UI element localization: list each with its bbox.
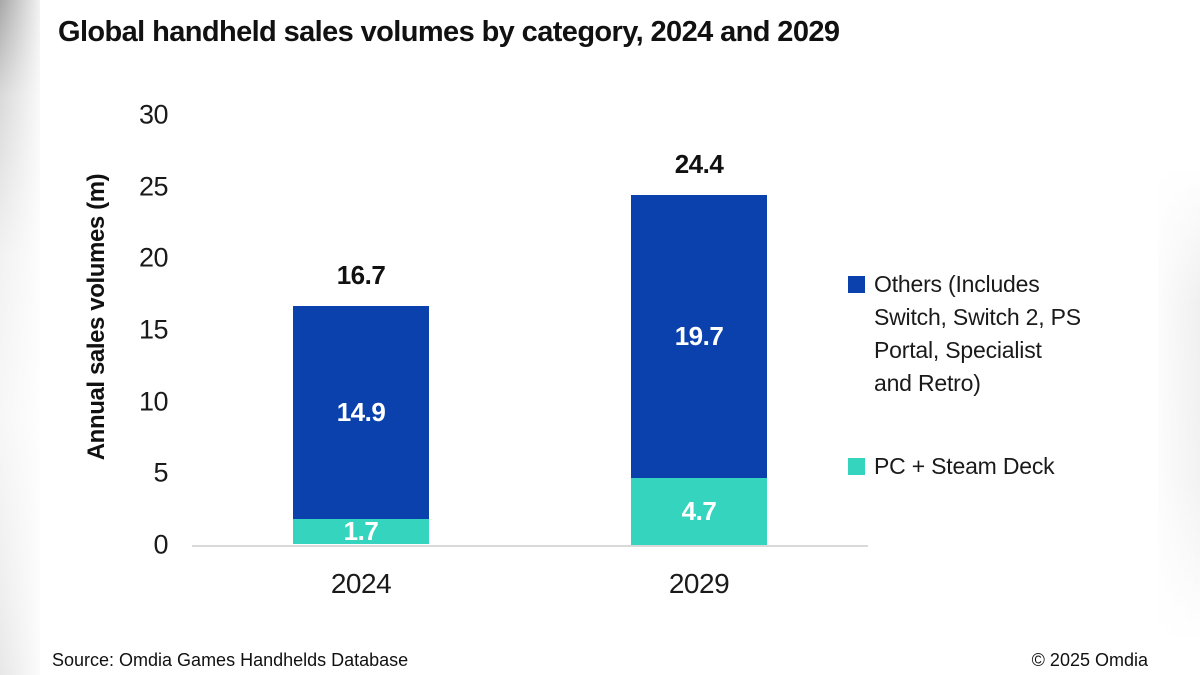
bar-segment-value: 14.9 [336,397,386,428]
bar-segment-others-2024: 14.9 [293,305,429,520]
bar-group-2029: 24.4 19.7 4.7 [631,151,767,545]
legend-item-pc-steam-deck: PC + Steam Deck [848,450,1081,483]
right-gradient-edge [1158,0,1200,675]
x-axis-line [192,545,868,547]
y-tick-label: 25 [138,171,169,202]
bar-segment-value: 1.7 [343,516,379,547]
y-tick-label: 15 [138,314,169,345]
legend-swatch-pc-steam-deck [848,458,865,475]
bar-group-2024: 16.7 14.9 1.7 [293,262,429,547]
bar-total-label-2029: 24.4 [674,149,724,180]
legend-item-others: Others (Includes Switch, Switch 2, PS Po… [848,268,1081,400]
source-text: Source: Omdia Games Handhelds Database [52,650,409,670]
y-tick-label: 20 [138,242,169,273]
plot-area: 0 5 10 15 20 25 30 16.7 14.9 1.7 2024 24.4 19.7 4.7 20… [139,101,868,598]
bar-segment-pc-steam-deck-2024: 1.7 [293,516,429,547]
footer: Source: Omdia Games Handhelds Database ©… [52,650,1148,671]
legend-label-others: Others (Includes Switch, Switch 2, PS Po… [874,271,1081,396]
y-tick-label: 30 [138,99,169,130]
x-axis-category-label-2024: 2024 [330,568,392,599]
y-axis-title: Annual sales volumes (m) [83,173,110,461]
legend: Others (Includes Switch, Switch 2, PS Po… [848,268,1081,483]
bar-segment-others-2029: 19.7 [631,195,767,478]
copyright-text: © 2025 Omdia [1031,650,1148,670]
x-axis-category-label-2029: 2029 [668,568,730,599]
bar-total-label-2024: 16.7 [336,259,386,290]
legend-swatch-others [848,276,865,293]
left-gradient-edge [0,0,40,675]
y-tick-label: 0 [153,529,168,560]
bar-segment-value: 19.7 [674,321,724,352]
legend-label-pc-steam-deck: PC + Steam Deck [874,453,1055,479]
bar-segment-value: 4.7 [681,496,717,527]
chart-title: Global handheld sales volumes by categor… [58,16,840,48]
y-tick-label: 5 [153,457,168,488]
bar-segment-pc-steam-deck-2029: 4.7 [631,477,767,545]
y-tick-label: 10 [138,386,169,417]
